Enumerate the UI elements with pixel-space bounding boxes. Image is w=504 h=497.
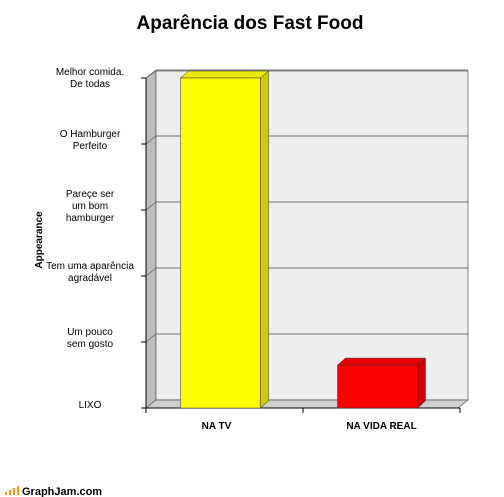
x-category-label: NA VIDA REAL	[346, 421, 416, 432]
footer-brand: GraphJam.com	[22, 486, 102, 497]
grid-diagonal	[145, 201, 157, 211]
grid-diagonal	[145, 333, 157, 343]
x-categories: NA TV NA VIDA REAL	[145, 408, 461, 432]
y-axis-label: Appearance	[34, 211, 45, 269]
bar	[337, 364, 418, 409]
plot-side-wall	[145, 70, 157, 409]
bar	[180, 77, 261, 409]
bar-side	[260, 70, 269, 409]
y-tick-label: Um pouco sem gosto	[67, 327, 114, 350]
y-tick-label: Melhor comida. De todas	[56, 67, 124, 90]
bar-top	[336, 357, 427, 366]
y-tick-label: Pareçe ser um bom hamburger	[66, 189, 115, 224]
grid-diagonal	[145, 135, 157, 145]
graphjam-logo-icon	[5, 486, 19, 495]
bar-side	[417, 357, 426, 409]
grid-diagonal	[145, 267, 157, 277]
chart-title: Aparência dos Fast Food	[137, 13, 364, 34]
bars	[179, 70, 427, 409]
y-ticks: LIXO Um pouco sem gosto Tem uma aparência ag…	[46, 67, 146, 411]
y-tick-label: Tem uma aparência agradável	[46, 261, 134, 284]
bar-top	[179, 70, 270, 79]
grid-diagonal	[145, 69, 157, 79]
y-tick-label: LIXO	[79, 400, 102, 411]
x-category-label: NA TV	[202, 421, 232, 432]
y-tick-label: O Hamburger Perfeito	[60, 129, 121, 152]
